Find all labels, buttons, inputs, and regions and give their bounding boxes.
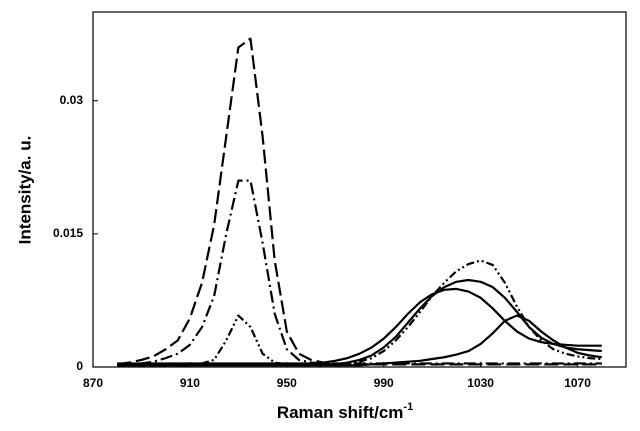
y-tick-label: 0 (76, 359, 83, 373)
x-tick-label: 1030 (467, 376, 494, 390)
x-axis-label: Raman shift/cm-1 (277, 401, 413, 422)
x-tick-label: 870 (83, 376, 103, 390)
y-tick-label: 0.03 (60, 93, 84, 107)
series-line (117, 259, 602, 367)
series-line (117, 37, 602, 366)
x-tick-label: 950 (277, 376, 297, 390)
plot-frame (92, 11, 627, 368)
y-tick-label: 0.015 (53, 226, 83, 240)
series-line (117, 179, 602, 367)
x-axis-label-superscript: -1 (403, 401, 413, 413)
y-axis-label: Intensity/a. u. (15, 136, 34, 245)
x-axis-label-text: Raman shift/cm (277, 403, 404, 422)
series-line (117, 314, 602, 367)
x-tick-label: 910 (180, 376, 200, 390)
x-tick-label: 990 (374, 376, 394, 390)
x-tick-label: 1070 (564, 376, 591, 390)
series-line (117, 287, 602, 365)
